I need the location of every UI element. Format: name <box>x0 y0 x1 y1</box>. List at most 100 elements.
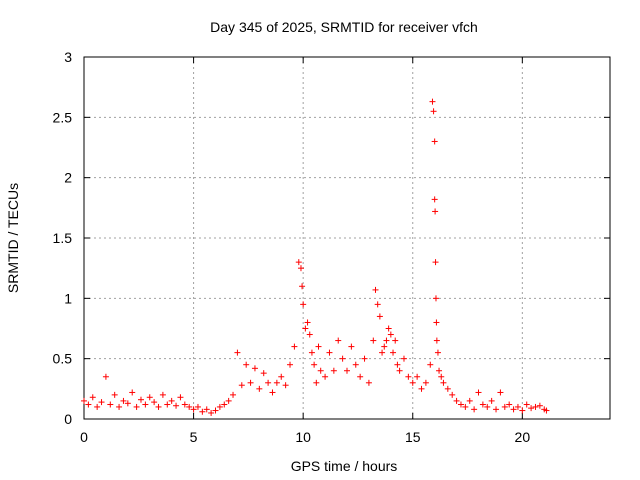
data-point <box>394 361 401 368</box>
data-point <box>536 402 543 409</box>
data-point <box>357 373 364 380</box>
x-axis-label: GPS time / hours <box>291 458 398 474</box>
data-point <box>431 138 438 145</box>
data-point <box>291 343 298 350</box>
data-point <box>199 408 206 415</box>
data-point <box>449 391 456 398</box>
data-point <box>155 403 162 410</box>
data-point <box>431 196 438 203</box>
data-point <box>330 367 337 374</box>
data-point <box>168 397 175 404</box>
data-point <box>519 407 526 414</box>
data-point <box>173 402 180 409</box>
data-point <box>111 391 118 398</box>
y-tick-label: 1.5 <box>53 230 73 246</box>
data-point <box>361 355 368 362</box>
data-point <box>247 379 254 386</box>
data-point <box>444 385 451 392</box>
x-tick-label: 5 <box>190 429 198 445</box>
data-point <box>317 367 324 374</box>
data-point <box>370 337 377 344</box>
data-point <box>256 385 263 392</box>
grid <box>84 57 610 419</box>
data-point <box>181 401 188 408</box>
data-point <box>471 406 478 413</box>
data-point <box>102 373 109 380</box>
data-point <box>282 382 289 389</box>
data-point <box>295 259 302 266</box>
data-point <box>440 379 447 386</box>
data-point <box>273 379 280 386</box>
data-point <box>81 397 87 404</box>
data-point <box>322 373 329 380</box>
data-point <box>133 403 140 410</box>
data-point <box>107 401 114 408</box>
data-point <box>372 286 379 293</box>
data-point <box>543 407 550 414</box>
x-tick-label: 10 <box>295 429 311 445</box>
data-point <box>427 361 434 368</box>
ticks: 0 5 10 15 20 0 0.5 1 1.5 2 2.5 3 <box>53 49 610 445</box>
data-point <box>438 373 445 380</box>
data-point <box>164 401 171 408</box>
data-point <box>208 409 215 416</box>
y-tick-label: 2.5 <box>53 109 73 125</box>
data-point <box>137 396 144 403</box>
data-point <box>146 394 153 401</box>
data-point <box>299 283 306 290</box>
data-point <box>514 403 521 410</box>
data-point <box>376 313 383 320</box>
data-point <box>89 394 96 401</box>
data-point <box>85 401 92 408</box>
data-point <box>348 343 355 350</box>
data-point <box>396 367 403 374</box>
x-tick-label: 15 <box>405 429 421 445</box>
data-point <box>243 361 250 368</box>
data-point <box>278 373 285 380</box>
data-point <box>528 405 535 412</box>
y-axis-label: SRMTID / TECUs <box>5 183 21 293</box>
data-point <box>422 379 429 386</box>
data-point <box>238 382 245 389</box>
data-point <box>379 349 386 356</box>
data-point <box>151 399 158 406</box>
data-point <box>94 403 101 410</box>
x-tick-label: 0 <box>80 429 88 445</box>
data-point <box>194 403 201 410</box>
data-point <box>159 391 166 398</box>
data-point <box>390 349 397 356</box>
data-point <box>339 355 346 362</box>
data-point <box>297 265 304 272</box>
data-point <box>510 406 517 413</box>
y-tick-label: 1 <box>64 290 72 306</box>
data-point <box>308 349 315 356</box>
data-point <box>506 401 513 408</box>
data-point <box>124 400 131 407</box>
data-point <box>203 406 210 413</box>
data-point <box>430 108 437 115</box>
data-point <box>142 401 149 408</box>
data-point <box>418 385 425 392</box>
data-point <box>453 397 460 404</box>
data-point <box>385 325 392 332</box>
data-point <box>432 295 439 302</box>
data-point <box>234 349 241 356</box>
data-point <box>433 319 440 326</box>
data-point <box>225 397 232 404</box>
data-point <box>429 98 436 105</box>
data-point <box>432 208 439 215</box>
data-point <box>432 259 439 266</box>
data-point <box>374 301 381 308</box>
data-point <box>414 373 421 380</box>
data-point <box>98 399 105 406</box>
data-point <box>287 361 294 368</box>
data-point <box>436 367 443 374</box>
data-point <box>523 401 530 408</box>
data-point <box>221 401 228 408</box>
data-point <box>326 349 333 356</box>
data-point <box>479 401 486 408</box>
data-point <box>260 370 267 377</box>
data-point <box>462 403 469 410</box>
data-point <box>433 337 440 344</box>
data-point <box>230 391 237 398</box>
